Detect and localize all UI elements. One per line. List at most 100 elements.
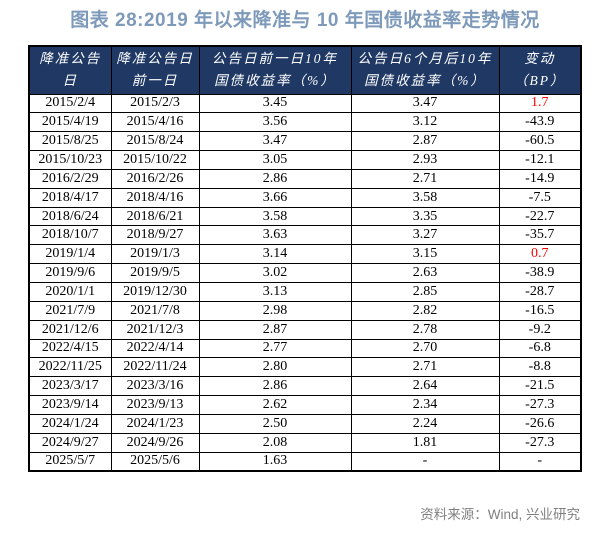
cell-change-bp: -60.5: [498, 131, 582, 152]
cell-announce-date: 2016/2/29: [28, 168, 112, 189]
cell-prev-day: 2015/4/16: [110, 112, 200, 133]
header-text: 国债收益率（%）: [214, 73, 336, 89]
figure-title: 图表 28:2019 年以来降准与 10 年国债收益率走势情况: [70, 10, 540, 31]
cell-yield-6m-after: 3.35: [350, 206, 500, 227]
cell-yield-6m-after: 2.93: [350, 150, 500, 170]
table-row: 2019/9/6 2019/9/5 3.02 2.63 -38.9: [28, 263, 582, 283]
cell-announce-date: 2021/12/6: [28, 319, 112, 340]
cell-announce-date: 2024/1/24: [28, 413, 112, 434]
cell-change-bp: -6.8: [498, 338, 582, 359]
cell-yield-6m-after: 3.47: [350, 93, 500, 114]
cell-yield-6m-after: 3.15: [350, 244, 500, 265]
cell-prev-day: 2022/11/24: [110, 357, 200, 378]
cell-prev-day: 2019/9/5: [110, 263, 200, 283]
cell-announce-date: 2020/1/1: [28, 281, 112, 302]
cell-announce-date: 2018/6/24: [28, 206, 112, 227]
cell-yield-before: 3.63: [198, 225, 352, 246]
cell-prev-day: 2019/1/3: [110, 244, 200, 265]
cell-change-bp: 1.7: [498, 93, 582, 114]
table-row: 2023/9/14 2023/9/13 2.62 2.34 -27.3: [28, 395, 582, 415]
cell-prev-day: 2024/9/26: [110, 432, 200, 453]
cell-change-bp: -27.3: [498, 395, 582, 415]
cell-announce-date: 2015/2/4: [28, 93, 112, 114]
header-yield-6m-after: 公告日6个月后10年 国债收益率（%）: [350, 45, 500, 95]
table-row: 2022/4/15 2022/4/14 2.77 2.70 -6.8: [28, 338, 582, 359]
cell-yield-before: 3.14: [198, 244, 352, 265]
table-row: 2022/11/25 2022/11/24 2.80 2.71 -8.8: [28, 357, 582, 378]
cell-yield-6m-after: 3.12: [350, 112, 500, 133]
cell-announce-date: 2025/5/7: [28, 451, 112, 472]
cell-yield-6m-after: 2.70: [350, 338, 500, 359]
header-text: 前一日: [131, 73, 179, 89]
cell-prev-day: 2021/12/3: [110, 319, 200, 340]
table-header: 降准公告日 降准公告日 前一日 公告日前一日10年 国债收益率（%） 公告日6个…: [28, 45, 582, 95]
table-row: 2023/3/17 2023/3/16 2.86 2.64 -21.5: [28, 376, 582, 397]
cell-prev-day: 2018/6/21: [110, 206, 200, 227]
cell-announce-date: 2018/4/17: [28, 187, 112, 208]
cell-yield-6m-after: 2.24: [350, 413, 500, 434]
table-row: 2015/2/4 2015/2/3 3.45 3.47 1.7: [28, 93, 582, 114]
header-row: 降准公告日 降准公告日 前一日 公告日前一日10年 国债收益率（%） 公告日6个…: [28, 45, 582, 95]
cell-change-bp: -43.9: [498, 112, 582, 133]
cell-yield-6m-after: 2.64: [350, 376, 500, 397]
cell-yield-before: 2.62: [198, 395, 352, 415]
cell-change-bp: -22.7: [498, 206, 582, 227]
cell-prev-day: 2018/4/16: [110, 187, 200, 208]
cell-yield-before: 2.87: [198, 319, 352, 340]
header-announce-date: 降准公告日: [28, 45, 112, 95]
cell-prev-day: 2015/8/24: [110, 131, 200, 152]
cell-change-bp: -38.9: [498, 263, 582, 283]
header-text: 公告日前一日10年: [212, 51, 338, 66]
cell-yield-6m-after: 2.71: [350, 357, 500, 378]
cell-change-bp: -16.5: [498, 300, 582, 321]
cell-change-bp: -27.3: [498, 432, 582, 453]
table-row: 2018/10/7 2018/9/27 3.63 3.27 -35.7: [28, 225, 582, 246]
cell-announce-date: 2023/9/14: [28, 395, 112, 415]
cell-prev-day: 2018/9/27: [110, 225, 200, 246]
cell-prev-day: 2022/4/14: [110, 338, 200, 359]
table-row: 2015/8/25 2015/8/24 3.47 2.87 -60.5: [28, 131, 582, 152]
cell-change-bp: -12.1: [498, 150, 582, 170]
cell-prev-day: 2019/12/30: [110, 281, 200, 302]
cell-yield-6m-after: 3.58: [350, 187, 500, 208]
cell-yield-6m-after: 2.34: [350, 395, 500, 415]
header-text: 公告日6个月后10年: [357, 51, 493, 66]
cell-yield-before: 1.63: [198, 451, 352, 472]
cell-yield-6m-after: 3.27: [350, 225, 500, 246]
cell-announce-date: 2022/11/25: [28, 357, 112, 378]
cell-announce-date: 2018/10/7: [28, 225, 112, 246]
header-text: 变动: [524, 51, 556, 66]
rrr-yield-table: 降准公告日 降准公告日 前一日 公告日前一日10年 国债收益率（%） 公告日6个…: [28, 45, 582, 472]
header-change-bp: 变动 （BP）: [498, 45, 582, 95]
cell-yield-before: 3.56: [198, 112, 352, 133]
cell-announce-date: 2022/4/15: [28, 338, 112, 359]
source-note: 资料来源：Wind, 兴业研究: [420, 507, 580, 522]
cell-yield-before: 3.02: [198, 263, 352, 283]
cell-announce-date: 2021/7/9: [28, 300, 112, 321]
cell-prev-day: 2023/3/16: [110, 376, 200, 397]
cell-yield-6m-after: -: [350, 451, 500, 472]
cell-yield-before: 3.47: [198, 131, 352, 152]
cell-prev-day: 2015/10/22: [110, 150, 200, 170]
cell-announce-date: 2023/3/17: [28, 376, 112, 397]
cell-change-bp: -26.6: [498, 413, 582, 434]
cell-yield-6m-after: 2.71: [350, 168, 500, 189]
table-row: 2019/1/4 2019/1/3 3.14 3.15 0.7: [28, 244, 582, 265]
header-text: 降准公告日: [39, 51, 102, 89]
header-prev-day: 降准公告日 前一日: [110, 45, 200, 95]
table-body: 2015/2/4 2015/2/3 3.45 3.47 1.7 2015/4/19 2015…: [28, 93, 582, 472]
cell-yield-6m-after: 2.63: [350, 263, 500, 283]
table-row: 2024/1/24 2024/1/23 2.50 2.24 -26.6: [28, 413, 582, 434]
cell-change-bp: 0.7: [498, 244, 582, 265]
table-row: 2024/9/27 2024/9/26 2.08 1.81 -27.3: [28, 432, 582, 453]
cell-change-bp: -28.7: [498, 281, 582, 302]
table-row: 2021/7/9 2021/7/8 2.98 2.82 -16.5: [28, 300, 582, 321]
cell-yield-before: 3.45: [198, 93, 352, 114]
table-row: 2018/4/17 2018/4/16 3.66 3.58 -7.5: [28, 187, 582, 208]
cell-change-bp: -7.5: [498, 187, 582, 208]
cell-yield-before: 2.80: [198, 357, 352, 378]
cell-prev-day: 2025/5/6: [110, 451, 200, 472]
header-text: 国债收益率（%）: [364, 73, 486, 89]
cell-yield-before: 2.98: [198, 300, 352, 321]
cell-announce-date: 2015/8/25: [28, 131, 112, 152]
